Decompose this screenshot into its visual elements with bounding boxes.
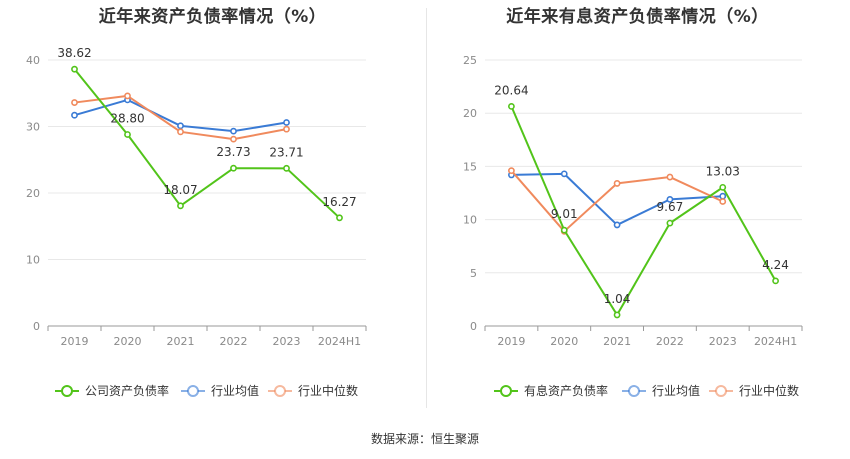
data-point[interactable] <box>283 125 290 133</box>
x-tick-label: 2021 <box>603 335 631 348</box>
data-label: 9.67 <box>657 200 684 214</box>
legend-marker-icon <box>187 385 199 397</box>
y-tick-label: 0 <box>470 320 477 333</box>
legend-label: 行业均值 <box>211 383 259 398</box>
data-point[interactable] <box>230 164 237 172</box>
y-tick-label: 5 <box>470 267 477 280</box>
data-point[interactable] <box>283 164 290 172</box>
data-point[interactable] <box>719 198 727 205</box>
data-point[interactable] <box>230 127 237 135</box>
data-label: 23.73 <box>216 145 250 159</box>
data-label: 28.80 <box>110 111 144 125</box>
x-tick-label: 2024H1 <box>318 335 361 348</box>
left-chart-panel: 近年来资产负债率情况（%） 0 10 20 30 40 2019 2020 2021 2022 2… <box>0 0 425 420</box>
legend-marker-icon <box>715 385 727 397</box>
x-tick-label: 2023 <box>709 335 737 348</box>
data-point[interactable] <box>71 65 78 73</box>
data-source-note: 数据来源：恒生聚源 <box>370 432 479 446</box>
x-tick-label: 2023 <box>273 335 301 348</box>
y-tick-label: 40 <box>26 54 40 67</box>
data-label: 18.07 <box>163 183 197 197</box>
legend-item[interactable]: 公司资产负债率 <box>55 383 169 398</box>
plot-group: 0 10 20 30 40 2019 2020 2021 2022 2023 2024H1 38.62… <box>26 46 367 398</box>
x-tick-label: 2019 <box>61 335 89 348</box>
series-line-main <box>510 105 777 316</box>
data-point[interactable] <box>560 226 568 234</box>
data-point[interactable] <box>336 214 343 222</box>
data-label: 13.03 <box>706 164 740 178</box>
data-point[interactable] <box>613 311 621 319</box>
y-tick-label: 10 <box>463 214 477 227</box>
legend-item[interactable]: 有息资产负债率 <box>494 383 608 398</box>
x-tick-label: 2021 <box>167 335 195 348</box>
data-point[interactable] <box>230 135 237 143</box>
y-tick-label: 30 <box>26 121 40 134</box>
legend-item[interactable]: 行业均值 <box>622 383 700 398</box>
data-point[interactable] <box>719 183 727 191</box>
data-point[interactable] <box>508 167 515 175</box>
x-tick-label: 2020 <box>550 335 578 348</box>
panel-divider <box>426 8 427 408</box>
x-tick-label: 2020 <box>114 335 142 348</box>
legend-label: 行业均值 <box>652 383 700 398</box>
data-label: 16.27 <box>322 195 356 209</box>
data-point[interactable] <box>613 180 621 187</box>
plot-group: 0 5 10 15 20 25 2019 2020 2021 2022 2023 2024H1 20.6… <box>463 54 803 398</box>
legend-marker-icon <box>500 385 512 397</box>
y-tick-label: 10 <box>26 254 40 267</box>
data-label: 38.62 <box>57 46 91 60</box>
data-point[interactable] <box>666 195 674 203</box>
y-tick-label: 20 <box>26 187 40 200</box>
legend-label: 行业中位数 <box>739 383 799 398</box>
y-tick-label: 15 <box>463 160 477 173</box>
data-label: 1.04 <box>604 292 631 306</box>
data-label: 20.64 <box>494 83 528 97</box>
legend-marker-icon <box>628 385 640 397</box>
legend-item[interactable]: 行业均值 <box>181 383 259 398</box>
data-point[interactable] <box>177 202 184 210</box>
data-point[interactable] <box>124 131 131 138</box>
data-label: 9.01 <box>551 207 578 221</box>
data-point[interactable] <box>71 111 78 119</box>
legend-item[interactable]: 行业中位数 <box>709 383 799 398</box>
data-point[interactable] <box>71 99 78 106</box>
data-point[interactable] <box>124 92 131 100</box>
x-tick-label: 2022 <box>656 335 684 348</box>
data-label: 23.71 <box>269 145 303 159</box>
data-point[interactable] <box>177 122 184 130</box>
data-point[interactable] <box>666 219 674 227</box>
y-tick-label: 0 <box>33 320 40 333</box>
left-chart-title: 近年来资产负债率情况（%） <box>98 7 327 27</box>
data-label: 4.24 <box>762 258 789 272</box>
data-point[interactable] <box>613 221 621 229</box>
legend-label: 公司资产负债率 <box>85 383 169 398</box>
legend-label: 行业中位数 <box>298 383 358 398</box>
legend-marker-icon <box>61 385 73 397</box>
data-point[interactable] <box>719 192 727 200</box>
legend-label: 有息资产负债率 <box>524 383 608 398</box>
x-tick-label: 2024H1 <box>754 335 797 348</box>
y-tick-label: 20 <box>463 107 477 120</box>
data-point[interactable] <box>772 277 779 285</box>
left-line-chart: 0 10 20 30 40 2019 2020 2021 2022 2023 2024H1 38.62… <box>26 46 367 398</box>
data-point[interactable] <box>177 128 184 136</box>
legend-marker-icon <box>274 385 286 397</box>
y-tick-label: 25 <box>463 54 477 67</box>
data-point[interactable] <box>508 102 515 110</box>
x-tick-label: 2019 <box>497 335 525 348</box>
series-line-main <box>73 68 341 219</box>
data-point[interactable] <box>283 119 290 126</box>
data-point[interactable] <box>666 173 674 181</box>
right-chart-title: 近年来有息资产负债率情况（%） <box>506 7 769 27</box>
right-chart-panel: 近年来有息资产负债率情况（%） 0 5 10 15 20 25 2019 2020 2021 20… <box>425 0 850 420</box>
data-point[interactable] <box>560 170 568 178</box>
x-tick-label: 2022 <box>220 335 248 348</box>
legend-item[interactable]: 行业中位数 <box>268 383 358 398</box>
right-line-chart: 0 5 10 15 20 25 2019 2020 2021 2022 2023 2024H1 20.6… <box>463 54 803 398</box>
